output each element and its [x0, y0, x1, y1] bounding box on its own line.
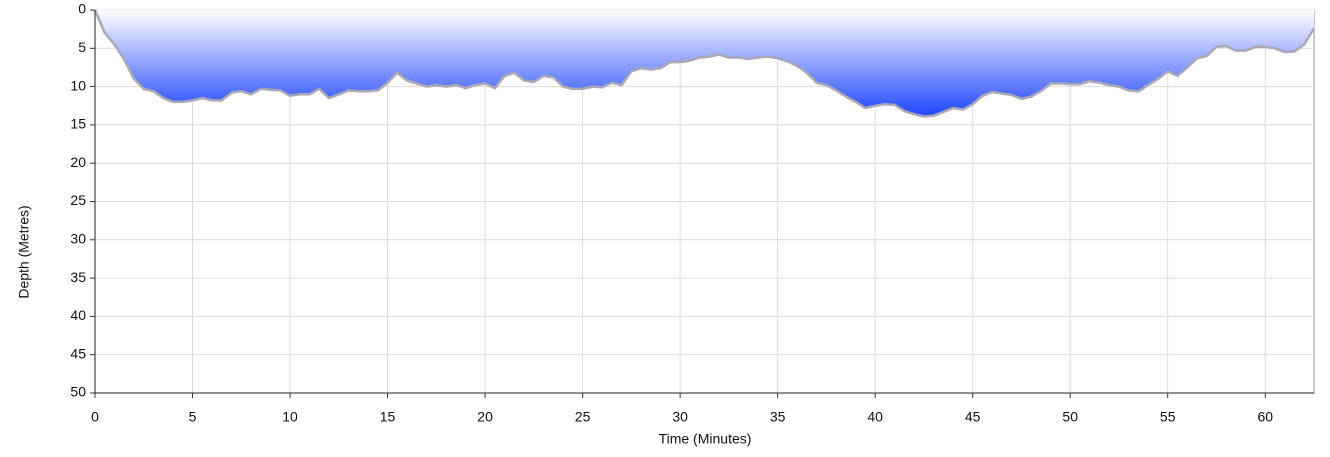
y-tick-label: 15 [70, 116, 86, 132]
y-axis-title: Depth (Metres) [16, 205, 32, 298]
x-tick-label: 25 [575, 409, 591, 425]
y-tick-label: 5 [78, 39, 86, 55]
y-tick-label: 25 [70, 192, 86, 208]
y-tick-label: 35 [70, 269, 86, 285]
y-tick-label: 0 [78, 1, 86, 17]
x-tick-label: 50 [1062, 409, 1078, 425]
x-tick-label: 60 [1257, 409, 1273, 425]
y-tick-label: 20 [70, 154, 86, 170]
x-tick-label: 10 [282, 409, 298, 425]
y-tick-label: 30 [70, 231, 86, 247]
area-fill [95, 10, 1314, 117]
x-tick-label: 55 [1160, 409, 1176, 425]
x-tick-label: 30 [672, 409, 688, 425]
x-tick-label: 40 [867, 409, 883, 425]
x-axis-title: Time (Minutes) [659, 431, 752, 447]
y-tick-label: 10 [70, 77, 86, 93]
x-tick-label: 35 [770, 409, 786, 425]
x-tick-label: 5 [189, 409, 197, 425]
y-tick-label: 50 [70, 384, 86, 400]
y-tick-label: 45 [70, 345, 86, 361]
x-tick-label: 0 [91, 409, 99, 425]
y-tick-label: 40 [70, 307, 86, 323]
x-tick-label: 15 [380, 409, 396, 425]
depth-line [93, 9, 1316, 118]
x-tick-label: 20 [477, 409, 493, 425]
x-tick-label: 45 [965, 409, 981, 425]
